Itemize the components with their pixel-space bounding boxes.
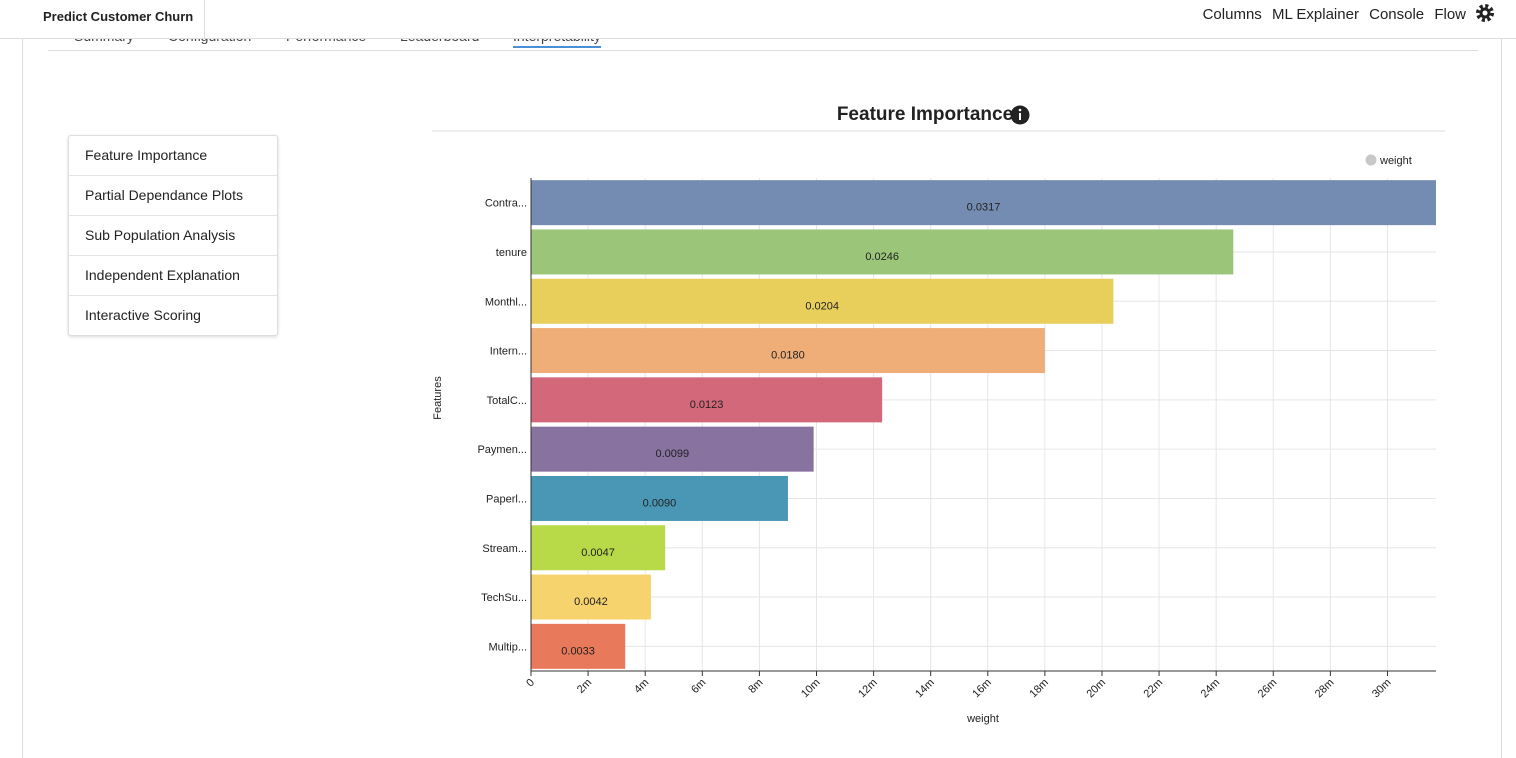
menu-item[interactable]: Independent Explanation bbox=[69, 256, 277, 296]
link[interactable]: Flow bbox=[1434, 6, 1466, 23]
header: Predict Customer Churn Columns ML Explai… bbox=[0, 0, 1516, 39]
panel bbox=[22, 38, 1502, 758]
menu-item[interactable]: Sub Population Analysis bbox=[69, 216, 277, 256]
menu-item[interactable]: Feature Importance bbox=[69, 136, 277, 176]
header-title[interactable]: Predict Customer Churn bbox=[0, 0, 205, 38]
menu-item[interactable]: Interactive Scoring bbox=[85, 307, 201, 323]
link[interactable]: Columns bbox=[1202, 6, 1262, 23]
sidebar: Feature Importance Partial Dependance Pl… bbox=[68, 135, 278, 336]
link[interactable]: Console bbox=[1369, 6, 1425, 23]
settings-icon[interactable] bbox=[1474, 2, 1496, 24]
header-links: Columns ML Explainer Console Flow bbox=[1197, 6, 1466, 23]
menu-item[interactable]: Partial Dependance Plots bbox=[69, 176, 277, 216]
link[interactable]: ML Explainer bbox=[1271, 6, 1359, 23]
